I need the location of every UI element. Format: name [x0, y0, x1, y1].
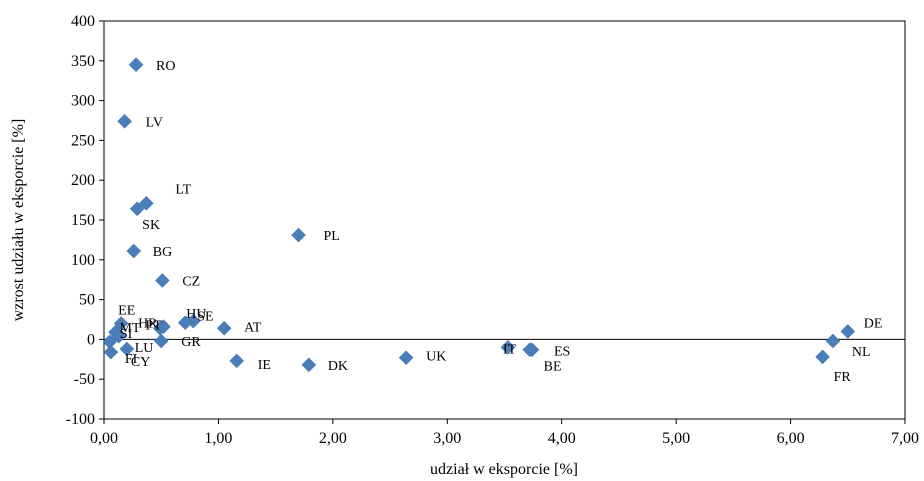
x-tick-label: 4,00	[548, 430, 576, 447]
x-tick-label: 1,00	[204, 430, 232, 447]
x-tick-label: 3,00	[433, 430, 461, 447]
y-tick-label: 400	[71, 13, 95, 30]
y-tick-label: 50	[79, 292, 95, 309]
x-tick-label: 7,00	[891, 430, 919, 447]
data-point-pt	[156, 319, 171, 335]
data-label-nl: NL	[852, 345, 871, 360]
x-tick-label: 0,00	[90, 430, 118, 447]
data-point-fi	[119, 341, 135, 357]
data-point-cy	[103, 344, 119, 360]
x-tick-label: 5,00	[662, 430, 690, 447]
y-tick-label: 300	[71, 93, 95, 110]
data-label-hr: HR	[138, 316, 158, 331]
y-tick-label: 200	[71, 172, 95, 189]
data-point-nl	[825, 333, 841, 349]
plot-area	[103, 20, 906, 420]
data-point-dk	[301, 357, 317, 373]
y-tick-label: -100	[66, 411, 95, 428]
data-label-be: BE	[544, 360, 562, 375]
y-tick-label: 150	[71, 212, 95, 229]
data-label-pt: PT	[146, 319, 163, 334]
data-label-ee: EE	[118, 303, 135, 318]
data-point-si	[111, 328, 127, 344]
data-points	[102, 57, 856, 373]
data-point-lv	[117, 113, 132, 129]
data-label-it: IT	[503, 342, 517, 357]
plot-frame	[103, 20, 906, 420]
x-axis-title: udział w eksporcie [%]	[430, 461, 578, 478]
data-label-de: DE	[864, 316, 883, 331]
y-tick-label: -50	[74, 371, 95, 388]
y-axis-title: wzrost udziału w eksporcie [%]	[10, 119, 27, 322]
data-label-sk: SK	[142, 218, 160, 233]
data-label-es: ES	[554, 345, 570, 360]
data-point-sk	[129, 201, 145, 217]
data-point-gr	[153, 333, 169, 349]
data-point-de	[840, 324, 856, 339]
data-point-pl	[291, 227, 306, 243]
data-point-lt	[138, 195, 154, 211]
data-label-cz: CZ	[182, 274, 200, 289]
data-label-mt: MT	[119, 321, 140, 336]
data-label-lv: LV	[146, 115, 163, 130]
data-label-dk: DK	[328, 359, 348, 374]
data-point-ee	[113, 316, 129, 331]
data-label-hu: HU	[186, 307, 206, 322]
data-label-fr: FR	[834, 370, 852, 385]
data-label-ro: RO	[156, 59, 175, 74]
data-label-lt: LT	[175, 182, 191, 197]
y-tick-label: 350	[71, 53, 95, 70]
data-point-be	[522, 342, 538, 358]
data-label-fi: FI	[125, 352, 138, 367]
data-point-se	[177, 315, 193, 331]
data-label-bg: BG	[153, 245, 172, 260]
data-point-it	[500, 340, 516, 355]
data-point-at	[216, 320, 232, 336]
data-point-bg	[126, 243, 142, 259]
data-point-uk	[398, 350, 414, 366]
data-label-at: AT	[244, 320, 262, 335]
data-label-pl: PL	[324, 229, 340, 244]
data-label-uk: UK	[426, 350, 446, 365]
data-point-cz	[155, 273, 170, 288]
data-label-si: SI	[120, 327, 133, 342]
x-axis: 0,00 1,00 2,00 3,00 4,00 5,00 6,00 7,00	[90, 419, 919, 447]
data-label-se: SE	[197, 310, 213, 325]
data-point-fr	[815, 349, 830, 365]
y-axis: 400 350 300 250 200 150 100 50 0 -50 -100	[66, 13, 104, 428]
data-point-ro	[128, 57, 144, 73]
x-tick-label: 2,00	[319, 430, 347, 447]
y-tick-label: 250	[71, 132, 95, 149]
data-label-cy: CY	[131, 355, 150, 370]
y-tick-label: 0	[87, 331, 95, 348]
data-label-ie: IE	[258, 358, 271, 373]
data-point-ie	[229, 353, 245, 369]
data-label-gr: GR	[181, 335, 201, 350]
x-tick-label: 6,00	[777, 430, 805, 447]
y-tick-label: 100	[71, 252, 95, 269]
data-label-lu: LU	[135, 341, 154, 356]
